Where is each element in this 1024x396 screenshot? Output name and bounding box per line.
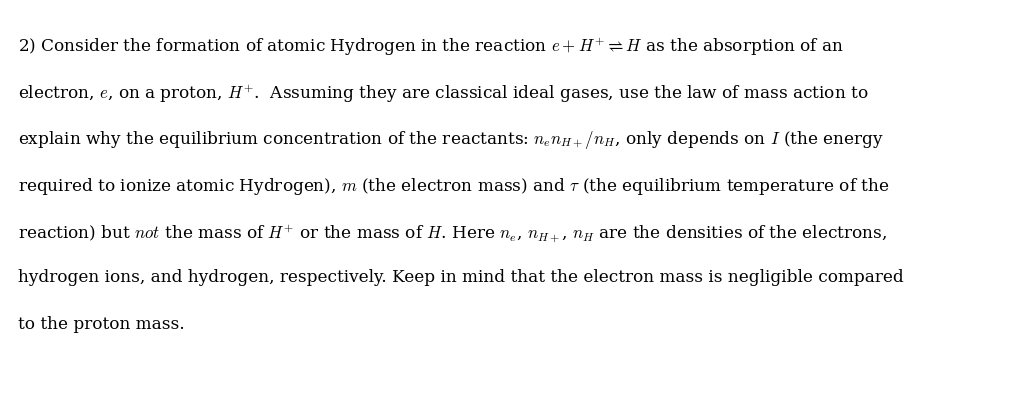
Text: reaction) but $\mathit{not}$ the mass of $H^{+}$ or the mass of $H$. Here $n_e$,: reaction) but $\mathit{not}$ the mass of… [18,223,888,245]
Text: required to ionize atomic Hydrogen), $m$ (the electron mass) and $\tau$ (the equ: required to ionize atomic Hydrogen), $m$… [18,176,890,197]
Text: 2) Consider the formation of atomic Hydrogen in the reaction $e + H^{+} \rightle: 2) Consider the formation of atomic Hydr… [18,36,844,58]
Text: to the proton mass.: to the proton mass. [18,316,185,333]
Text: explain why the equilibrium concentration of the reactants: $n_en_{H+}/n_H$, onl: explain why the equilibrium concentratio… [18,129,884,151]
Text: hydrogen ions, and hydrogen, respectively. Keep in mind that the electron mass i: hydrogen ions, and hydrogen, respectivel… [18,269,904,286]
Text: electron, $e$, on a proton, $H^{+}$.  Assuming they are classical ideal gases, u: electron, $e$, on a proton, $H^{+}$. Ass… [18,82,868,105]
